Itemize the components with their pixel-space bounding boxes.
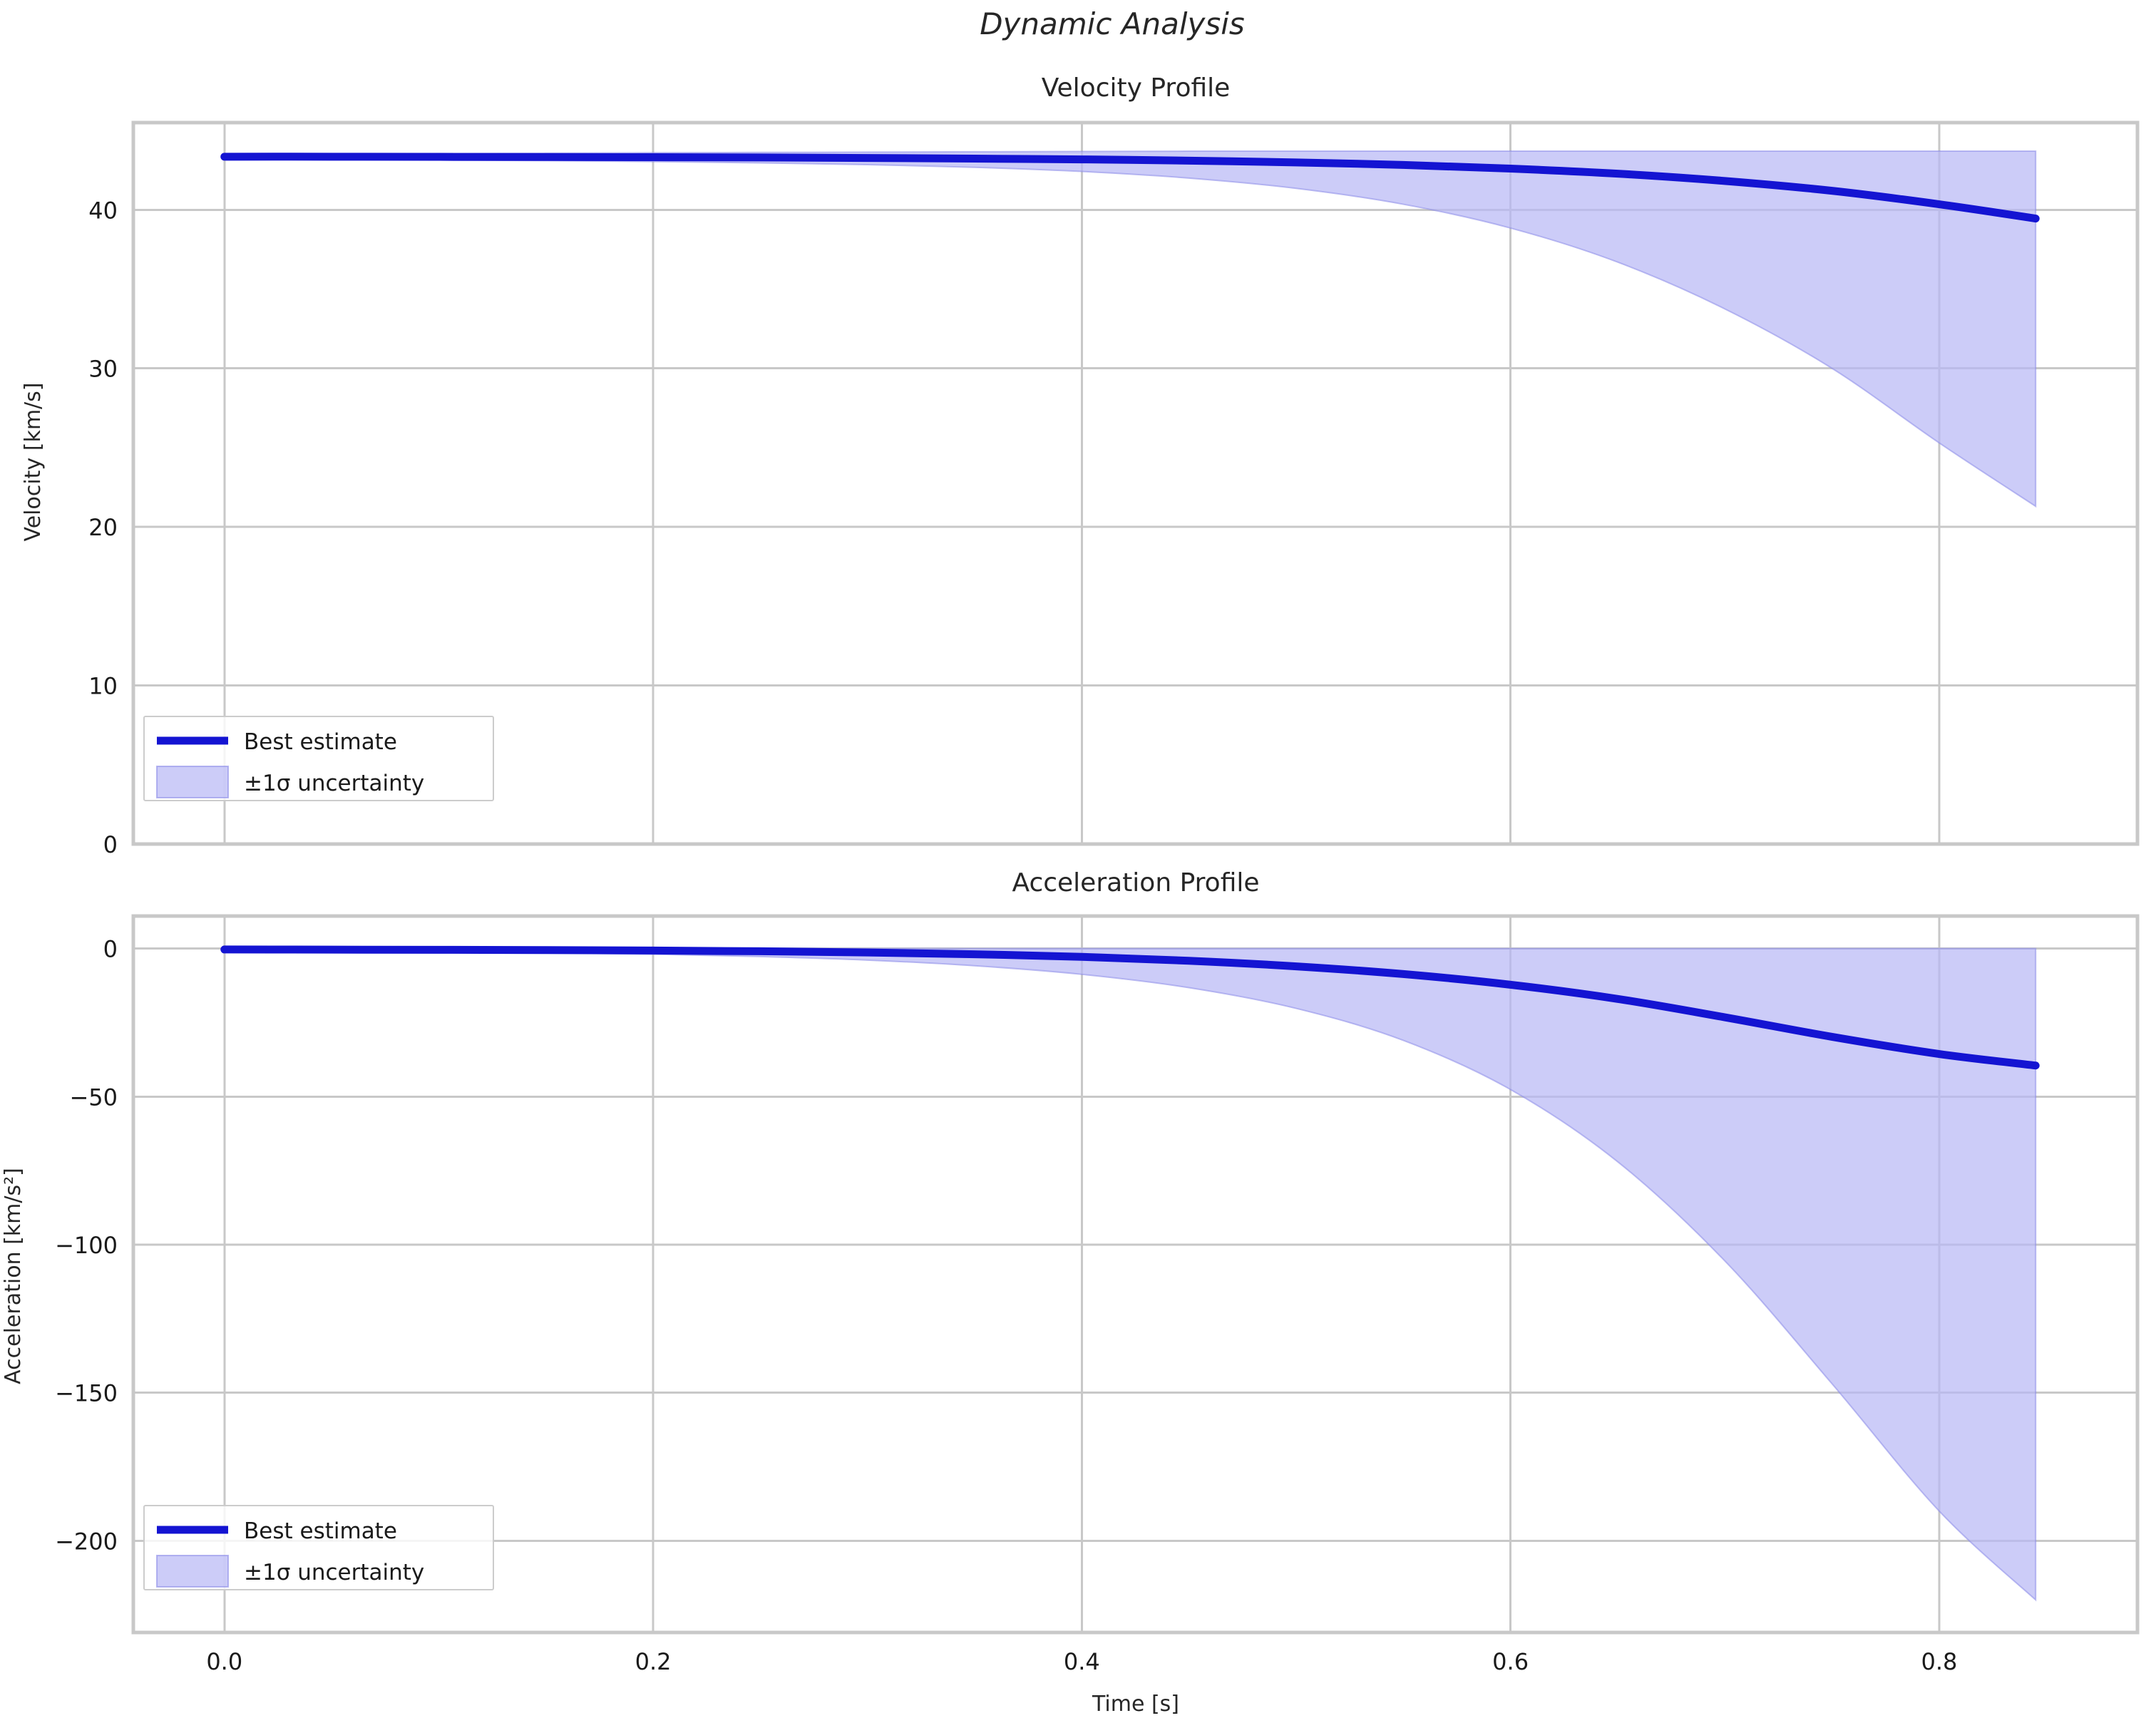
- y-tick-label: 0: [103, 936, 118, 963]
- x-tick-label: 0.0: [206, 1648, 242, 1675]
- subplot-velocity-legend[interactable]: Best estimate ±1σ uncertainty: [143, 716, 494, 801]
- subplot-acceleration-x-tick-labels: 0.0 0.2 0.4 0.6 0.8: [206, 1648, 1957, 1675]
- subplot-velocity-y-tick-labels: 0 10 20 30 40: [88, 197, 118, 858]
- y-tick-label: 30: [88, 356, 118, 383]
- legend-entry-label: Best estimate: [244, 1518, 397, 1544]
- subplot-velocity-y-axis-label: Velocity [km/s]: [21, 383, 46, 542]
- x-tick-label: 0.8: [1921, 1648, 1957, 1675]
- subplot-acceleration-legend[interactable]: Best estimate ±1σ uncertainty: [143, 1505, 494, 1590]
- subplot-acceleration-y-axis-label: Acceleration [km/s²]: [1, 1168, 26, 1384]
- subplot-acceleration-title: Acceleration Profile: [1012, 868, 1259, 898]
- legend-entry-label: ±1σ uncertainty: [244, 771, 424, 796]
- subplot-acceleration-frame: [131, 914, 2140, 1635]
- y-tick-label: −150: [55, 1380, 118, 1407]
- subplot-velocity-title: Velocity Profile: [1042, 73, 1231, 103]
- subplot-velocity-uncertainty-band: [223, 150, 2037, 508]
- y-tick-label: −100: [55, 1232, 118, 1259]
- figure-suptitle: Dynamic Analysis: [980, 6, 1245, 41]
- x-tick-label: 0.2: [635, 1648, 672, 1675]
- subplot-acceleration-best-estimate-line: [220, 945, 2040, 1070]
- subplot-velocity-best-estimate-line: [220, 153, 2040, 223]
- y-tick-label: 10: [88, 673, 118, 700]
- y-tick-label: 20: [88, 514, 118, 541]
- subplot-acceleration: Acceleration Profile 0 −50 −100 −150 −200 0.…: [1, 868, 2140, 1717]
- y-tick-label: 0: [103, 831, 118, 858]
- y-tick-label: 40: [88, 197, 118, 224]
- legend-entry-label: ±1σ uncertainty: [244, 1560, 424, 1585]
- y-tick-label: −50: [69, 1084, 118, 1111]
- legend-entry-label: Best estimate: [244, 729, 397, 755]
- x-tick-label: 0.6: [1492, 1648, 1529, 1675]
- x-tick-label: 0.4: [1064, 1648, 1100, 1675]
- subplot-velocity: Velocity Profile 0 10 20 30 40 Best estimate…: [21, 73, 2140, 858]
- subplot-velocity-frame: [131, 120, 2140, 846]
- x-axis-label: Time [s]: [1092, 1692, 1179, 1717]
- y-tick-label: −200: [55, 1528, 118, 1555]
- subplot-acceleration-y-tick-labels: 0 −50 −100 −150 −200: [55, 936, 118, 1555]
